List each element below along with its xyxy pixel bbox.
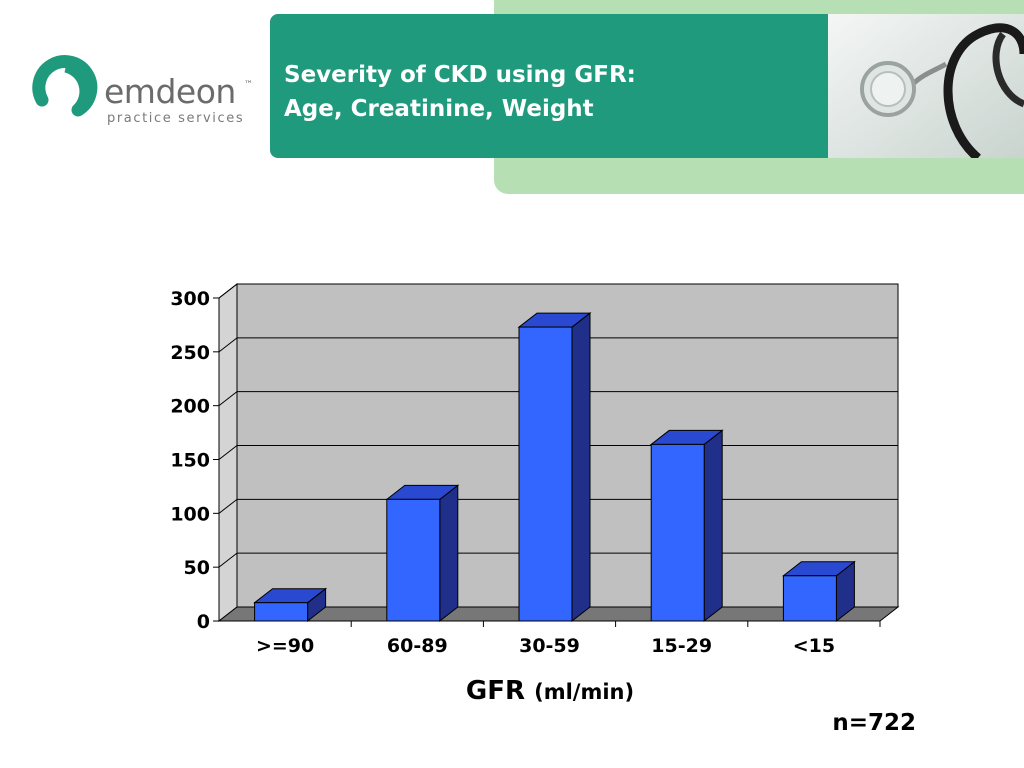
gridline-side: [218, 498, 238, 514]
y-tick-label: 0: [197, 611, 210, 633]
gridline-side: [218, 391, 238, 407]
logo-brand-text: emdeon: [104, 72, 236, 111]
emdeon-logo: [22, 52, 272, 132]
bar: [650, 443, 705, 622]
y-tick-label: 200: [170, 396, 210, 418]
x-tick-label: <15: [793, 635, 835, 657]
slide-title-line-1: Severity of CKD using GFR:: [284, 62, 636, 88]
gridline-side: [218, 337, 238, 353]
logo-subtitle: practice services: [107, 111, 245, 126]
y-tick-label: 50: [184, 557, 210, 579]
gridline-side: [218, 283, 238, 299]
x-axis-unit: (ml/min): [534, 680, 635, 704]
x-axis-label: GFR: [465, 676, 526, 706]
bar: [518, 326, 573, 622]
y-tick-label: 150: [170, 450, 210, 472]
sample-size-annotation: n=722: [832, 710, 916, 736]
bar-side: [571, 312, 591, 623]
bar: [782, 575, 837, 622]
stethoscope-icon: [828, 14, 1024, 158]
slide-title-line-2: Age, Creatinine, Weight: [284, 96, 594, 122]
x-tick-label: 30-59: [519, 635, 580, 657]
logo-trademark: ™: [244, 80, 253, 90]
x-tick-label: 60-89: [387, 635, 448, 657]
x-axis-title: GFR (ml/min): [400, 676, 700, 706]
y-tick-label: 250: [170, 342, 210, 364]
y-tick-label: 100: [170, 503, 210, 525]
gridline-side: [218, 552, 238, 568]
gridline-side: [218, 445, 238, 460]
emdeon-logo-mark-icon: [32, 55, 98, 117]
y-tick-label: 300: [170, 288, 210, 310]
bar-side: [439, 484, 459, 623]
x-tick-label: 15-29: [651, 635, 712, 657]
bar: [386, 498, 441, 622]
x-tick-label: >=90: [256, 635, 314, 657]
header-banner: Severity of CKD using GFR: Age, Creatini…: [270, 14, 1024, 158]
slide-title: Severity of CKD using GFR: Age, Creatini…: [284, 58, 636, 126]
bar-side: [703, 429, 723, 623]
bar: [254, 602, 309, 622]
